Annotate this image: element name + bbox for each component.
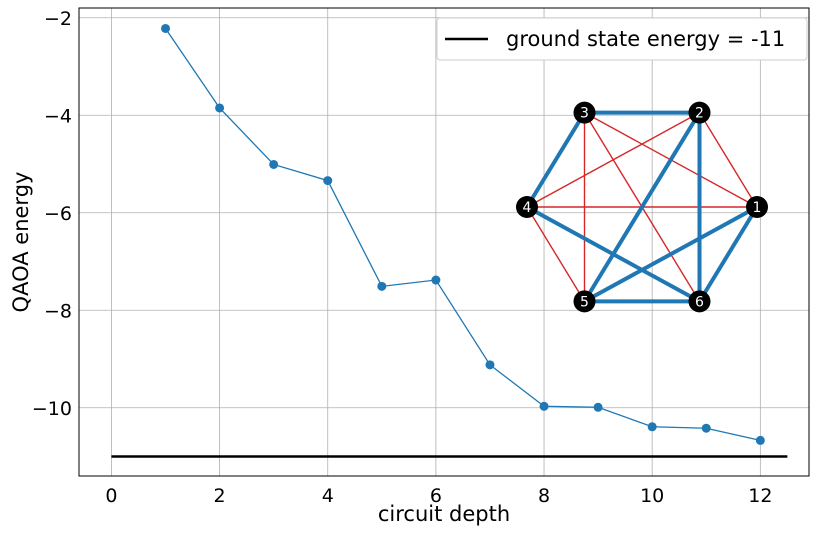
plot-frame [78,7,810,477]
graph-edge-thin [526,206,586,302]
x-axis-label: circuit depth [378,502,510,526]
data-point [485,360,495,370]
graph-node-label: 2 [695,106,704,122]
data-point [161,23,171,33]
graph-edge-thick [525,111,587,209]
graph-node [516,196,538,218]
x-tick-label: 4 [322,485,334,507]
data-point [755,435,765,445]
tick-labels: 0 2 4 6 8 10 12−2−4−6−8−10 [32,8,773,507]
data-point [323,176,333,186]
y-tick-label: −10 [32,398,72,420]
graph-node-label: 3 [580,106,589,122]
series-line [164,28,761,442]
x-tick-label: 10 [640,485,664,507]
data-point [377,281,387,291]
graph-node [688,101,711,124]
graph-node-label: 6 [695,294,704,310]
graph-edge-thick [697,205,759,303]
y-axis-label: QAOA energy [9,172,33,313]
graph-node [746,196,768,218]
graph-edge-thick [526,205,701,304]
y-tick-label: −4 [44,105,72,127]
data-point [593,402,603,412]
data-point [431,275,441,285]
graph-node [573,101,596,124]
series-group [161,23,765,445]
data-point [701,423,711,433]
graph-node [573,290,596,313]
graph-node-label: 4 [523,200,532,216]
graph-edge-thin [698,112,758,208]
x-tick-label: 12 [748,485,772,507]
x-tick-label: 8 [538,485,550,507]
grid-lines [79,8,809,476]
data-point [269,159,279,169]
graph-node-label: 1 [753,200,762,216]
x-tick-label: 2 [214,485,226,507]
legend-box [436,17,808,61]
x-tick-label: 6 [430,485,442,507]
data-point [647,422,657,432]
inset-graph: 1 2 3 4 5 6 [516,101,768,313]
graph-node [688,290,711,313]
data-point [539,401,549,411]
y-tick-label: −6 [44,203,72,225]
graph-edge-thick [582,111,702,303]
graph-node-label: 5 [580,294,589,310]
data-point [215,103,225,113]
y-tick-label: −8 [44,300,72,322]
y-tick-label: −2 [44,8,72,30]
graph-edge-thick [583,205,758,304]
x-tick-label: 0 [105,485,117,507]
legend-label: ground state energy = -11 [506,27,785,51]
legend: ground state energy = -11 [436,17,808,61]
